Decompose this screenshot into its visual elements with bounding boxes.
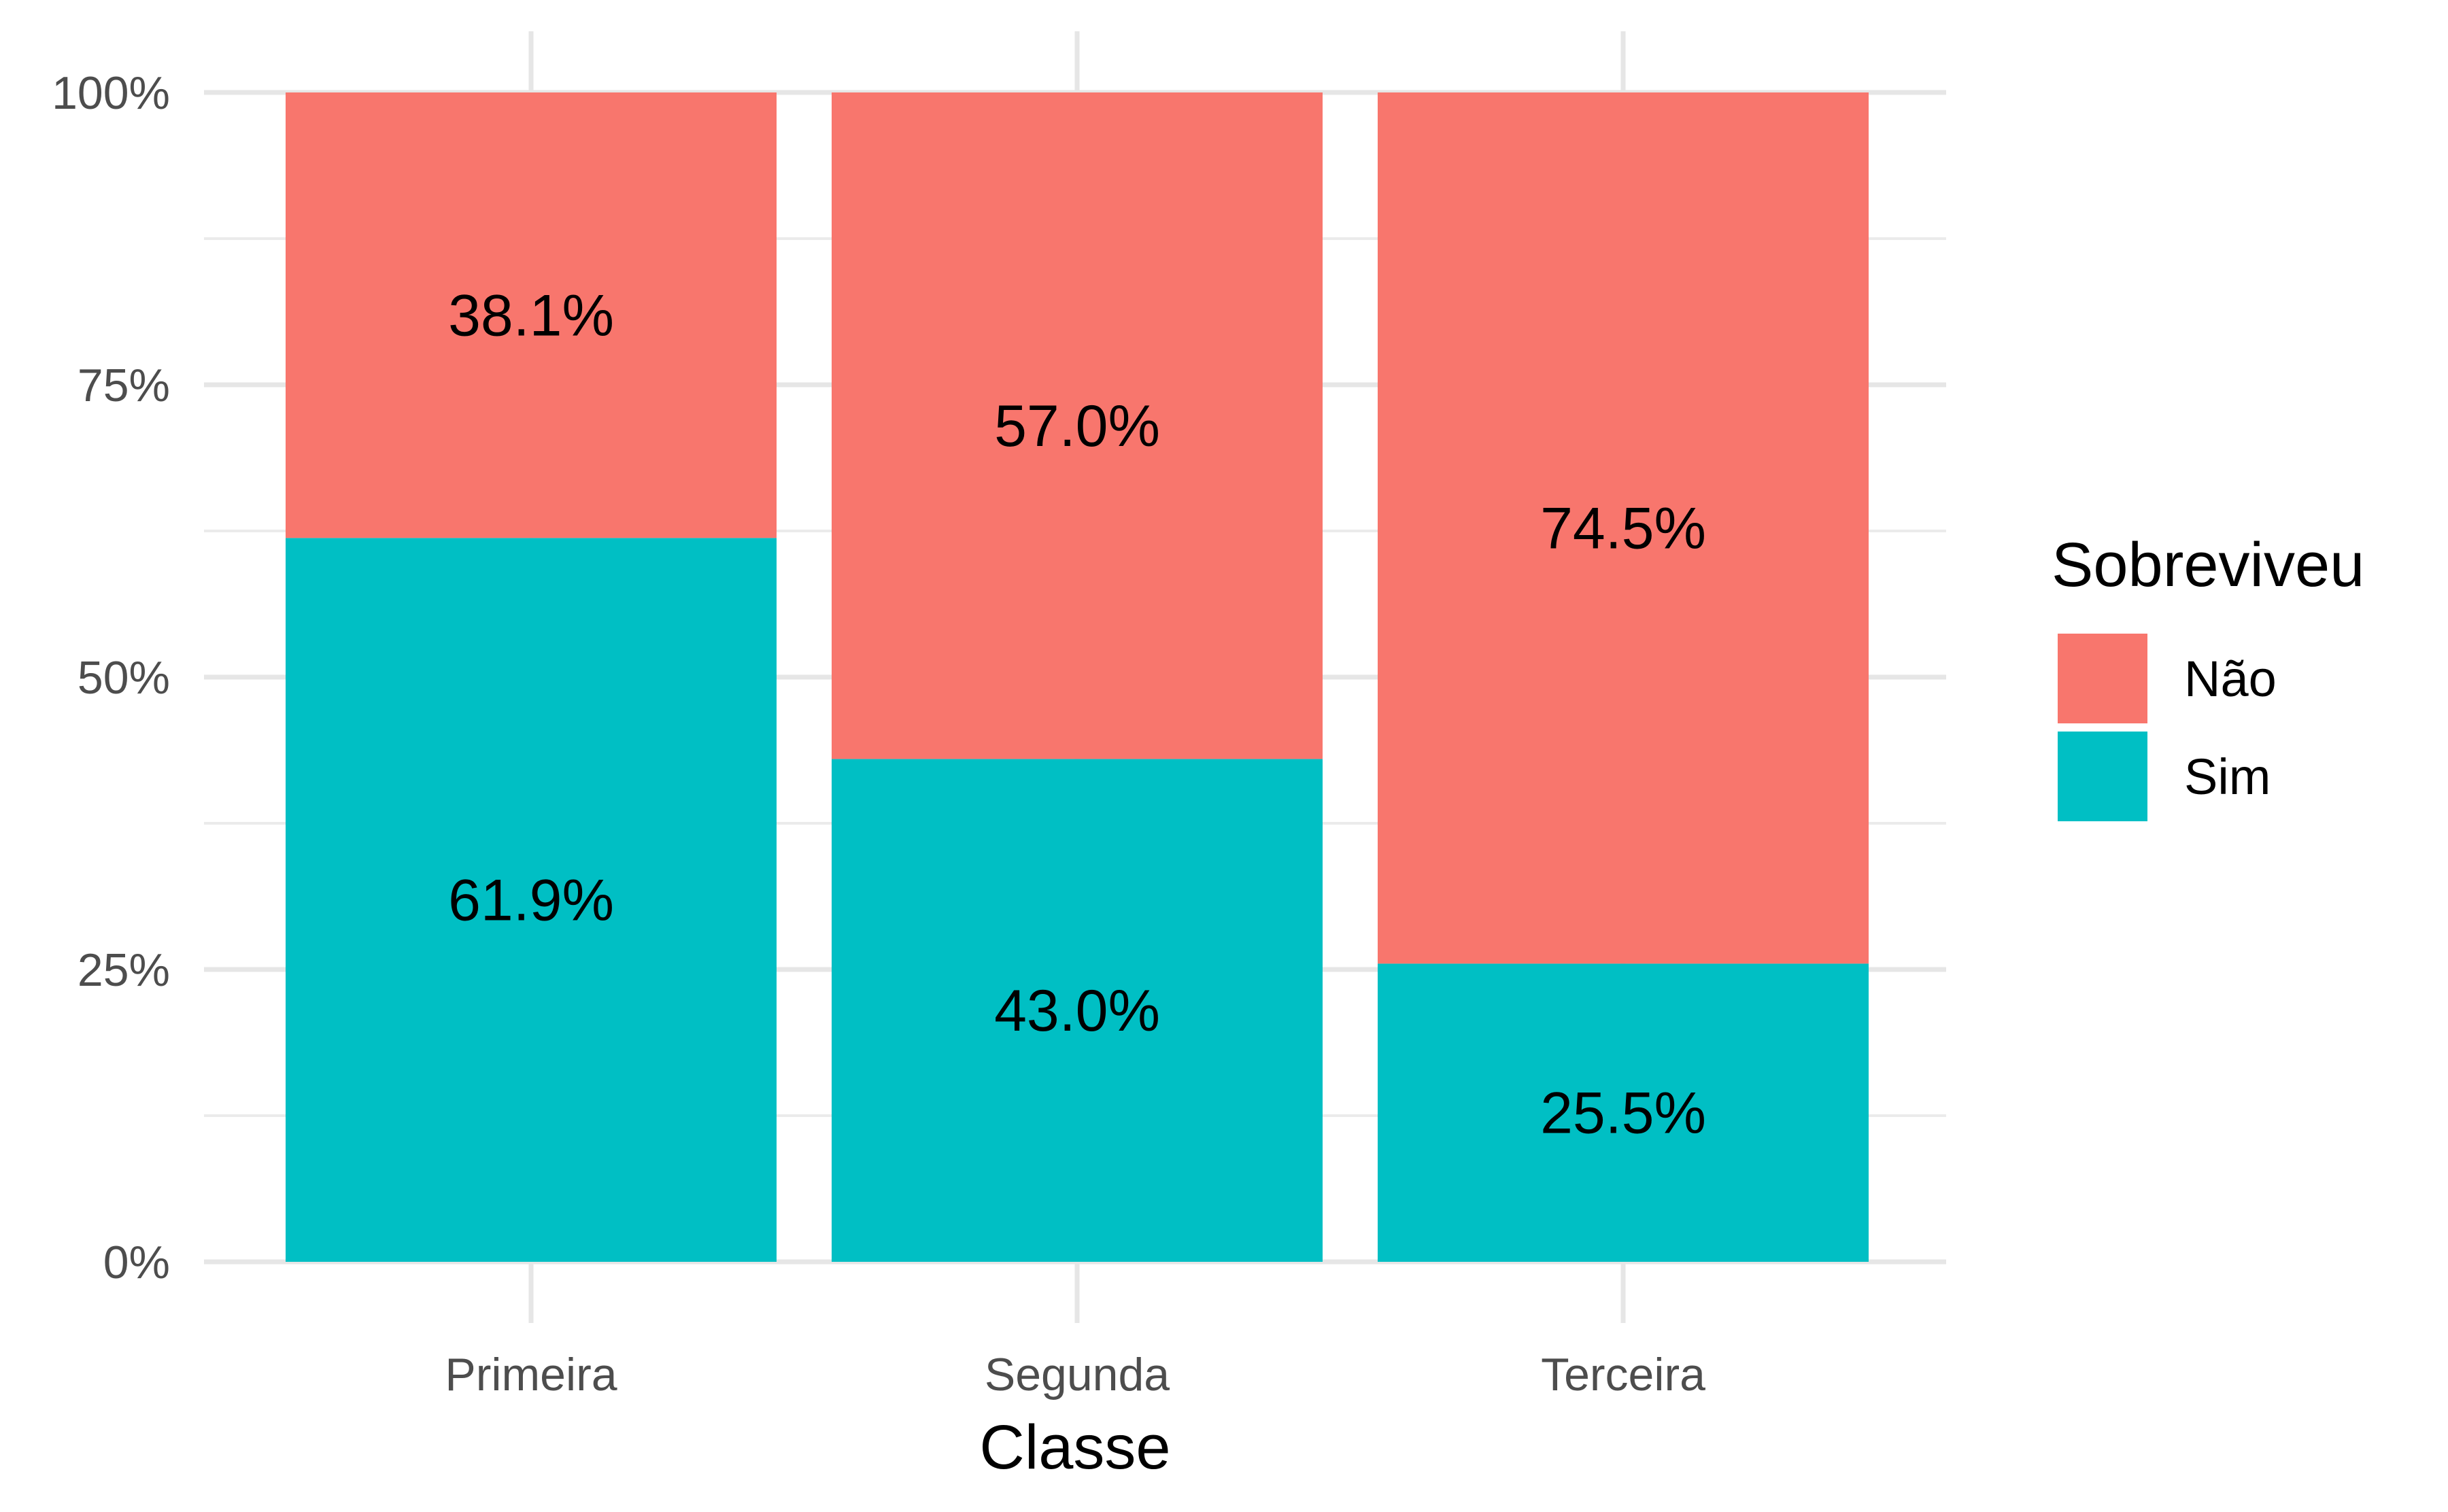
legend-key-n-o: [2058, 634, 2147, 723]
y-tick-label: 50%: [78, 652, 170, 704]
bars: [286, 92, 1869, 1262]
bar-value-label: 61.9%: [448, 868, 614, 933]
bar-value-label: 74.5%: [1540, 496, 1706, 562]
bar-sim-primeira: [286, 538, 777, 1262]
legend: Sobreviveu Não Sim: [2052, 530, 2364, 821]
bar-n-o-segunda: [832, 92, 1323, 759]
legend-title: Sobreviveu: [2052, 530, 2364, 600]
x-tick-label: Segunda: [985, 1349, 1170, 1401]
bar-value-label: 38.1%: [448, 284, 614, 349]
bar-value-label: 25.5%: [1540, 1081, 1706, 1146]
bar-value-label: 43.0%: [994, 978, 1160, 1044]
y-axis-ticks: 0% 25% 50% 75% 100%: [52, 67, 170, 1288]
legend-entries: Não Sim: [2058, 634, 2277, 821]
y-tick-label: 0%: [103, 1237, 170, 1288]
bar-value-label: 57.0%: [994, 394, 1160, 459]
y-tick-label: 100%: [52, 67, 170, 119]
x-axis-ticks: Primeira Segunda Terceira: [445, 1349, 1705, 1401]
bar-sim-segunda: [832, 759, 1323, 1262]
legend-label: Não: [2184, 651, 2277, 707]
legend-label: Sim: [2184, 749, 2271, 805]
bar-labels: 61.9% 38.1% 43.0% 57.0% 25.5% 74.5%: [448, 284, 1706, 1146]
x-tick-label: Primeira: [445, 1349, 617, 1401]
bar-sim-terceira: [1378, 963, 1869, 1262]
x-axis-title: Classe: [979, 1413, 1170, 1482]
bar-n-o-terceira: [1378, 92, 1869, 964]
y-tick-label: 75%: [78, 360, 170, 411]
legend-key-sim: [2058, 732, 2147, 821]
x-tick-label: Terceira: [1541, 1349, 1705, 1401]
bar-n-o-primeira: [286, 92, 777, 538]
y-tick-label: 25%: [78, 944, 170, 996]
